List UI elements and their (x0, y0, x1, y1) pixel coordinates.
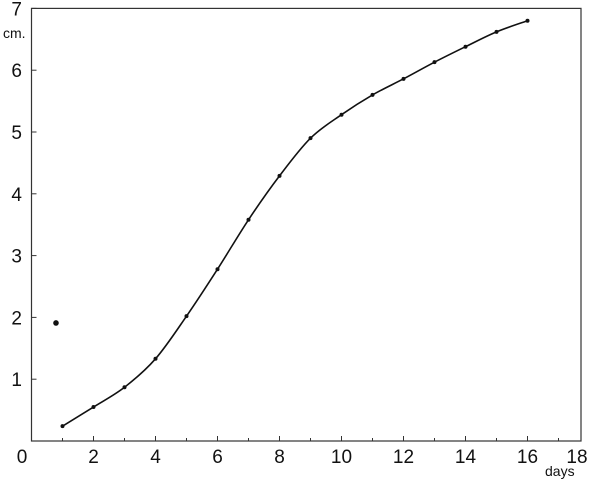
data-point (153, 356, 158, 361)
y-tick-label: 4 (11, 185, 22, 206)
series-line (62, 20, 528, 427)
x-tick-label: 4 (150, 447, 161, 468)
x-tick-label: 2 (88, 447, 99, 468)
x-tick-label: 18 (566, 447, 587, 468)
x-tick-label: 6 (212, 447, 223, 468)
data-point (277, 173, 282, 178)
data-point (432, 60, 437, 65)
outlier-point (53, 320, 59, 326)
data-point (401, 76, 406, 81)
data-point (463, 44, 468, 49)
data-point (60, 424, 65, 429)
data-point (525, 18, 530, 23)
data-point (246, 217, 251, 222)
y-tick-label: 2 (11, 308, 22, 329)
y-tick-label: 6 (11, 61, 22, 82)
data-point (122, 385, 127, 390)
x-tick-label: 14 (455, 447, 477, 468)
y-tick-label: 7 (11, 0, 22, 20)
x-tick-label: 8 (274, 447, 285, 468)
data-point (215, 267, 220, 272)
y-tick-label: 3 (11, 247, 22, 268)
data-point (308, 136, 313, 141)
y-tick-label: 5 (11, 123, 22, 144)
data-point (184, 314, 189, 319)
y-tick-label: 1 (11, 370, 22, 391)
y-axis-label: cm. (3, 25, 26, 41)
x-tick-label: 10 (331, 447, 352, 468)
plot-frame (30, 7, 582, 442)
data-point (339, 112, 344, 117)
data-point (370, 92, 375, 97)
data-point (91, 405, 96, 410)
x-tick-label: 12 (393, 447, 414, 468)
x-tick-label: 0 (17, 447, 28, 468)
x-axis-label: days (545, 463, 575, 479)
data-point (494, 29, 499, 34)
x-tick-label: 16 (517, 447, 538, 468)
